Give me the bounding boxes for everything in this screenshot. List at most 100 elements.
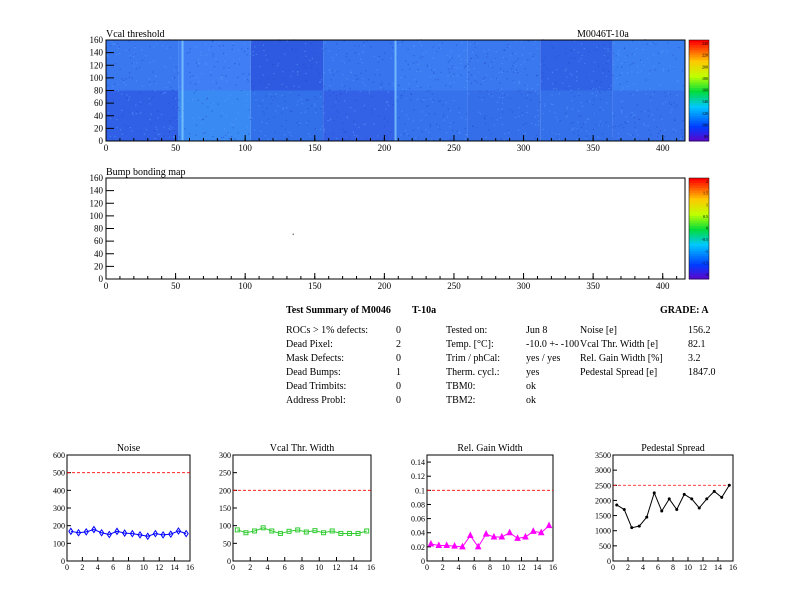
y-tick-label: 0 [227, 557, 231, 566]
colorbar-cell [689, 128, 709, 132]
y-tick-label: 2000 [595, 496, 611, 505]
pixel [163, 65, 166, 68]
pixel [571, 74, 573, 76]
pixel [366, 40, 368, 42]
pixel [279, 40, 281, 42]
pixel [667, 70, 670, 72]
colorbar-cell [689, 243, 709, 247]
pixel [333, 119, 335, 122]
pixel [531, 122, 533, 125]
pixel [241, 48, 243, 50]
pixel [116, 53, 118, 56]
pixel [129, 126, 131, 129]
pixel [576, 128, 578, 130]
pixel [254, 129, 256, 131]
pixel [517, 58, 519, 60]
pixel [282, 71, 284, 73]
pixel [648, 129, 650, 131]
pixel [521, 54, 524, 56]
pixel [442, 116, 444, 118]
pixel [595, 88, 598, 90]
pixel [354, 123, 356, 126]
y-tick-label: 250 [219, 469, 231, 478]
y-tick-label: 0 [607, 557, 611, 566]
pixel [228, 133, 230, 135]
pixel [525, 122, 527, 125]
pixel [670, 111, 672, 113]
pixel [440, 47, 442, 50]
pixel [681, 120, 683, 122]
pixel [488, 93, 490, 96]
colorbar-cell [689, 130, 709, 134]
data-point [459, 542, 466, 550]
pixel [431, 93, 433, 95]
pixel [505, 58, 507, 60]
pixel [298, 124, 300, 126]
pixel [501, 108, 503, 110]
pixel [605, 121, 607, 124]
pixel [335, 54, 338, 56]
pixel [662, 103, 665, 105]
pixel [648, 110, 650, 112]
pixel [335, 101, 337, 103]
pixel [344, 100, 346, 102]
pixel [142, 85, 144, 87]
pixel [170, 86, 172, 88]
pixel [664, 95, 667, 97]
colorbar-cell [689, 50, 709, 54]
pixel [139, 103, 141, 105]
pixel [620, 101, 622, 103]
pixel [404, 130, 407, 132]
pixel [477, 71, 480, 73]
pixel [333, 70, 336, 72]
pixel [120, 78, 123, 80]
pixel [249, 118, 252, 121]
pixel [368, 79, 370, 81]
data-point [498, 532, 506, 540]
pixel [372, 81, 374, 83]
pixel [555, 116, 557, 118]
pixel [314, 95, 316, 98]
pixel [401, 110, 403, 112]
x-tick-label: 14 [714, 563, 722, 572]
pixel [374, 108, 376, 110]
x-tick-label: 14 [171, 563, 179, 572]
pixel [443, 119, 445, 121]
pixel [588, 133, 590, 135]
pixel [290, 93, 292, 95]
data-point [705, 497, 709, 501]
pixel [116, 118, 118, 121]
pixel [157, 137, 160, 140]
pixel [520, 93, 523, 96]
pixel [266, 107, 268, 110]
pixel [218, 45, 221, 47]
y-tick-label: 500 [599, 542, 611, 551]
pixel [485, 136, 487, 139]
pixel [537, 92, 539, 94]
pixel [451, 129, 454, 132]
pixel [421, 100, 423, 103]
pixel [350, 71, 352, 73]
colorbar-label: 1.5 [703, 191, 708, 196]
pixel [468, 93, 470, 95]
pixel [224, 100, 226, 102]
colorbar-cell [689, 178, 709, 182]
pixel [662, 49, 664, 52]
pixel [407, 118, 409, 120]
pixel [169, 57, 172, 59]
pixel [491, 61, 493, 63]
pixel [399, 44, 401, 46]
pixel [540, 80, 543, 82]
pixel [526, 85, 528, 87]
colorbar-label: -2 [705, 272, 708, 277]
pixel [464, 67, 466, 69]
pixel [128, 40, 130, 42]
colorbar-cell [689, 215, 709, 219]
pixel [449, 126, 451, 128]
pixel [623, 127, 625, 129]
pixel [390, 57, 393, 59]
x-tick-label: 2 [80, 563, 84, 572]
pixel [221, 78, 223, 80]
pixel [599, 85, 601, 87]
pixel [195, 89, 198, 91]
